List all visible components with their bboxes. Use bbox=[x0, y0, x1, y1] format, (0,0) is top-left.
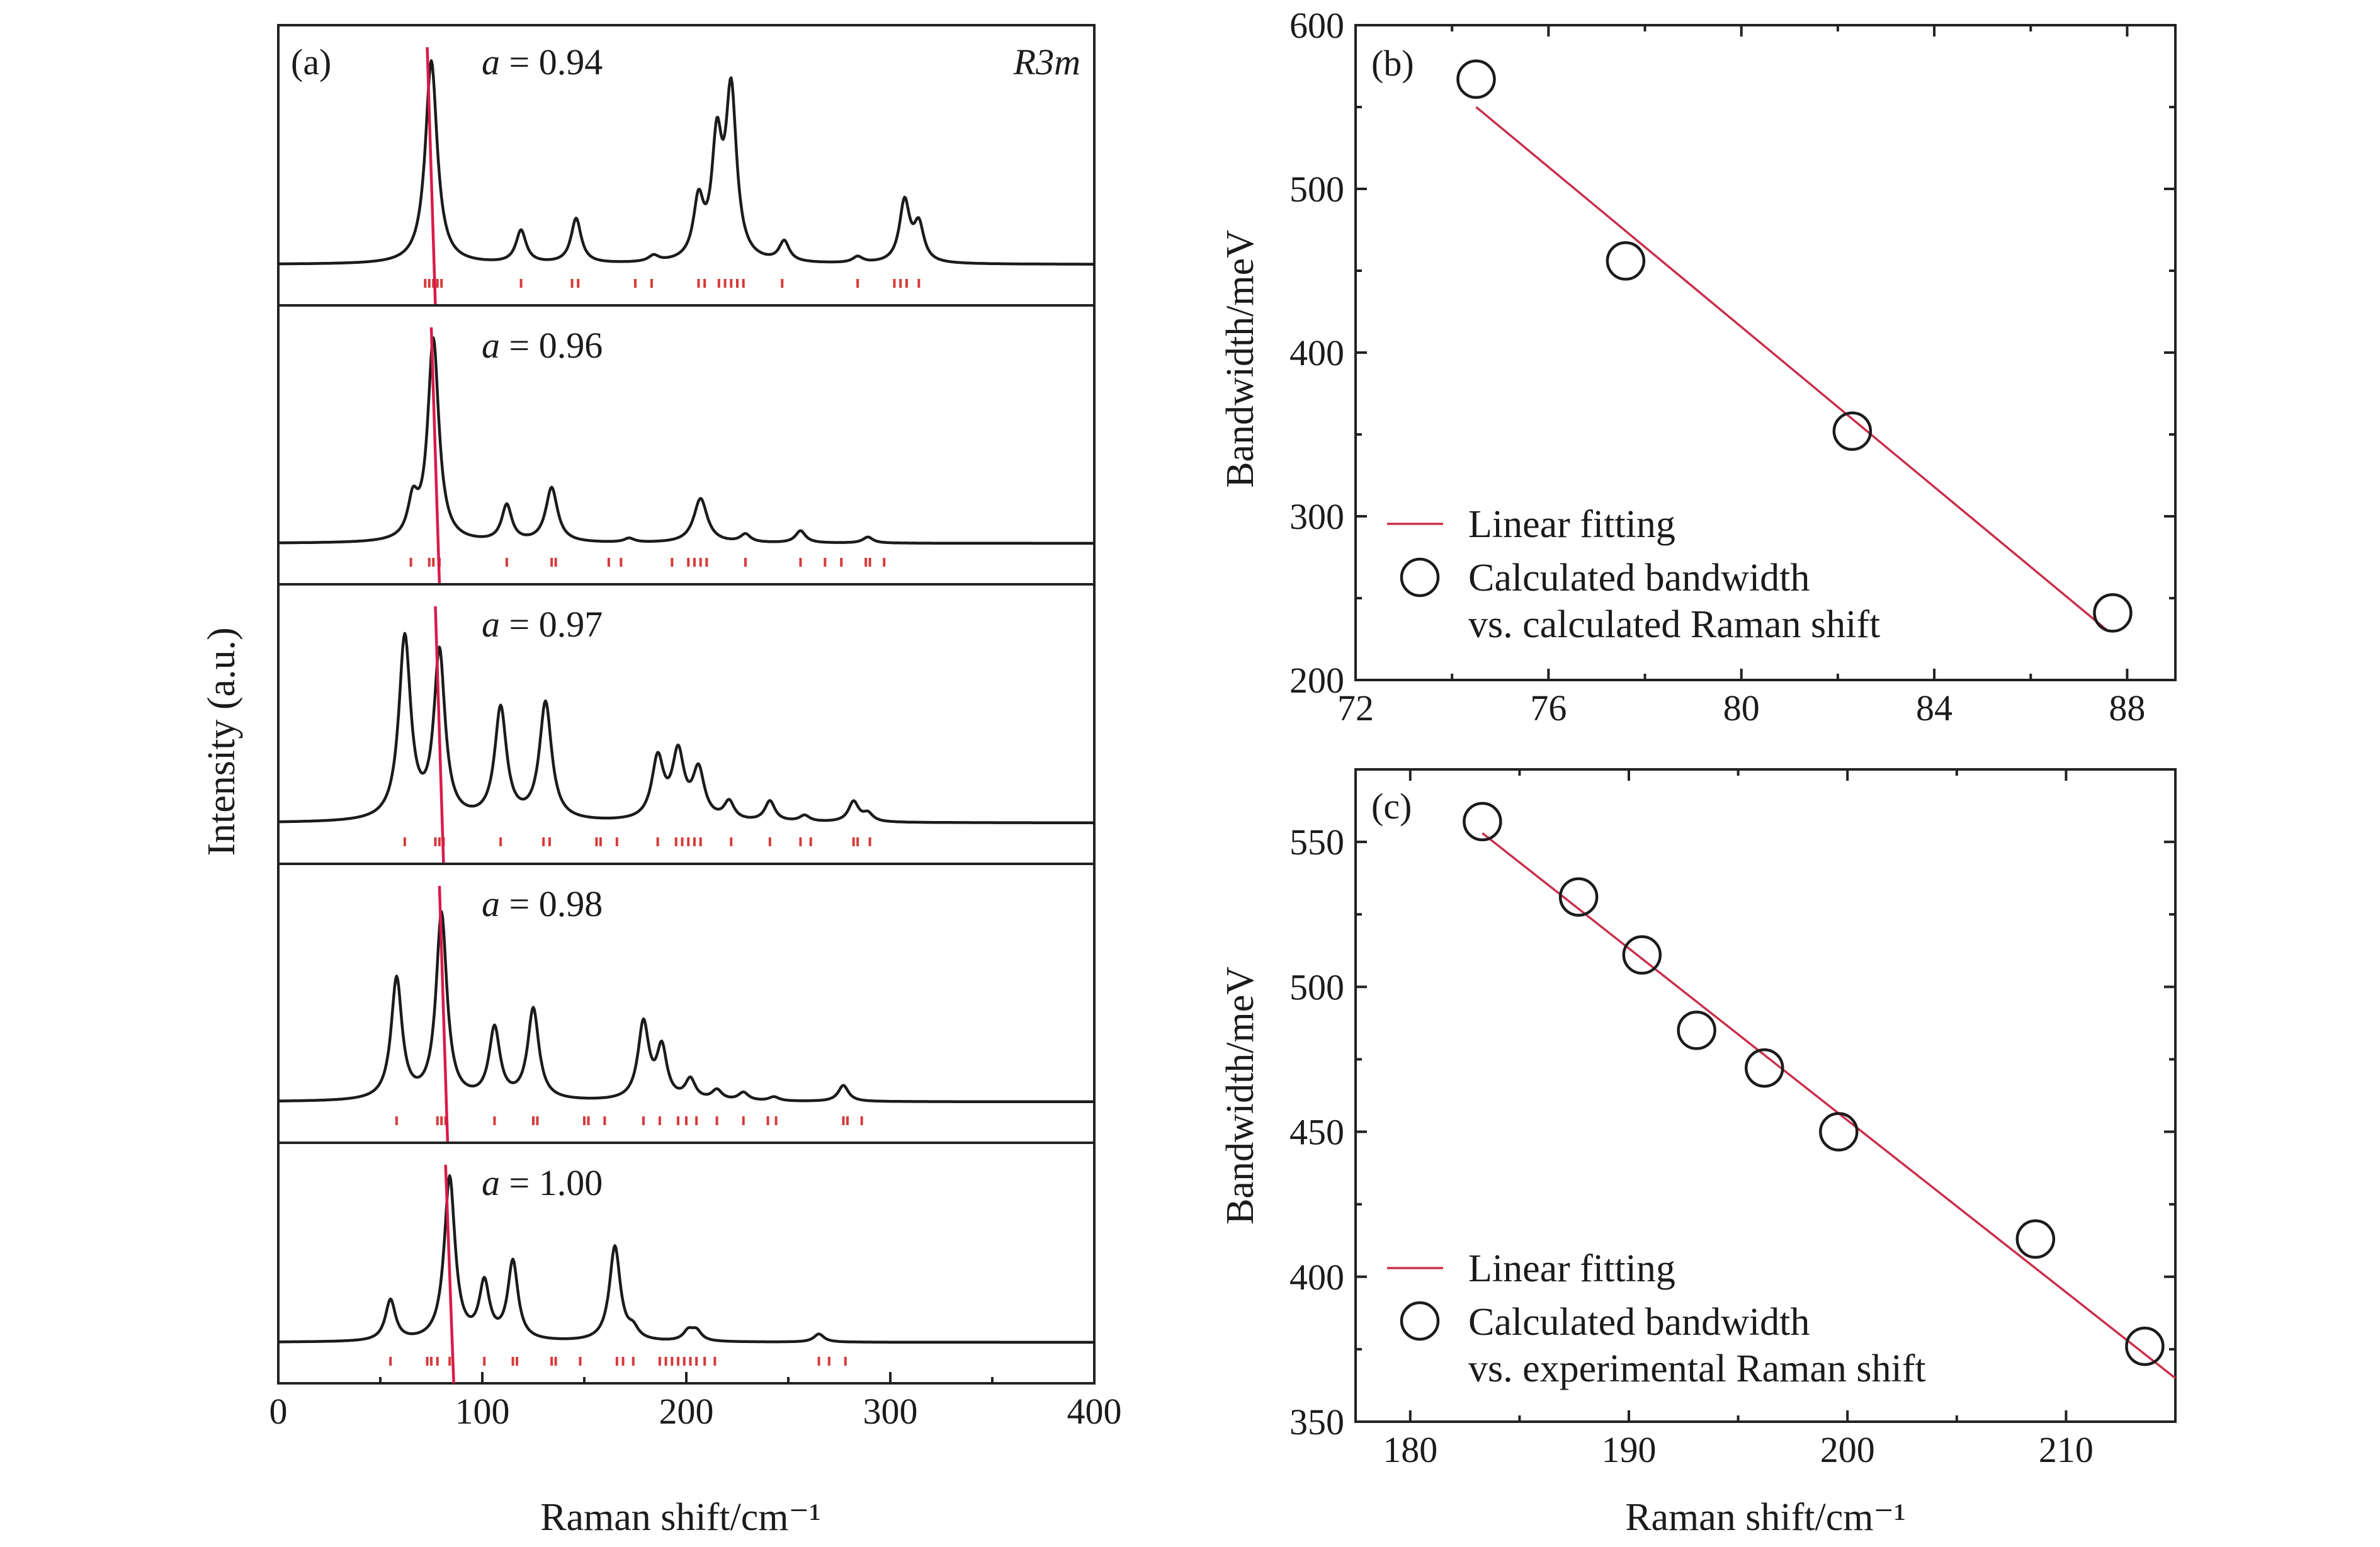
panel-c-frame bbox=[1354, 768, 2177, 1423]
y-tick-label: 350 bbox=[1289, 1402, 1344, 1442]
panel-b-legend: Linear fitting Calculated bandwidth vs. … bbox=[1387, 503, 1880, 646]
data-point bbox=[1677, 1011, 1716, 1050]
legend-point-marker bbox=[1400, 1301, 1440, 1341]
x-tick-label: 76 bbox=[1530, 688, 1567, 728]
a-value-label: a = 0.97 bbox=[482, 604, 603, 645]
legend-point-label-1: Calculated bandwidth bbox=[1468, 557, 1810, 599]
panel-b-fit-line bbox=[1475, 106, 2109, 632]
main-peak-shift-line bbox=[438, 885, 450, 1143]
panel-c-tag: (c) bbox=[1371, 786, 1412, 827]
spectrum-panel: a = 0.97 bbox=[277, 583, 1096, 865]
panel-a-xlabel: Raman shift/cm⁻¹ bbox=[540, 1496, 821, 1539]
spectrum-line bbox=[278, 910, 1095, 1104]
x-tick-label: 72 bbox=[1337, 688, 1374, 728]
spectrum-panel-frame bbox=[277, 1142, 1096, 1385]
panel-a-tag: (a) bbox=[291, 42, 331, 82]
panel-a-ylabel: Intensity (a.u.) bbox=[200, 627, 243, 856]
y-tick-label: 550 bbox=[1289, 822, 1344, 863]
data-point bbox=[1622, 935, 1662, 975]
main-peak-shift-line bbox=[444, 1164, 455, 1384]
x-tick-label: 400 bbox=[1067, 1391, 1122, 1432]
x-tick-label: 180 bbox=[1383, 1429, 1437, 1470]
data-point bbox=[2093, 593, 2133, 633]
y-tick-label: 500 bbox=[1289, 966, 1344, 1007]
legend-point-marker bbox=[1400, 557, 1440, 598]
spectrum-line bbox=[278, 1174, 1095, 1344]
legend-fit-label: Linear fitting bbox=[1468, 1247, 1675, 1290]
panel-b-tag: (b) bbox=[1371, 43, 1414, 84]
main-peak-shift-line bbox=[429, 327, 441, 585]
y-tick-label: 450 bbox=[1289, 1112, 1344, 1153]
data-point bbox=[1606, 241, 1646, 281]
data-point bbox=[1832, 411, 1873, 451]
panel-c-axes: 180 190 200 210 350 400 450 500 550 bbox=[1289, 769, 2175, 1470]
legend-fit-label: Linear fitting bbox=[1468, 503, 1675, 546]
panel-c: 180 190 200 210 350 400 450 500 550 (c) Bandwidt… bbox=[1219, 768, 2177, 1539]
y-tick-label: 400 bbox=[1289, 1257, 1344, 1298]
data-point bbox=[1463, 802, 1502, 842]
x-tick-label: 0 bbox=[269, 1391, 288, 1432]
x-tick-label: 84 bbox=[1916, 688, 1952, 728]
data-point bbox=[1558, 877, 1599, 917]
spectrum-panel: a = 0.96 bbox=[277, 304, 1096, 586]
main-peak-shift-line bbox=[434, 606, 445, 864]
legend-point-label-1: Calculated bandwidth bbox=[1468, 1301, 1810, 1344]
y-tick-label: 300 bbox=[1289, 496, 1344, 537]
x-tick-label: 80 bbox=[1723, 688, 1760, 728]
data-point bbox=[1456, 59, 1496, 99]
legend-point-label-2: vs. calculated Raman shift bbox=[1468, 603, 1880, 646]
x-tick-label: 200 bbox=[659, 1391, 714, 1432]
legend-point-label-2: vs. experimental Raman shift bbox=[1468, 1347, 1926, 1390]
x-tick-label: 300 bbox=[863, 1391, 918, 1432]
panel-c-points bbox=[1463, 802, 2165, 1366]
a-value-label: a = 0.94 bbox=[482, 42, 603, 82]
x-tick-label: 210 bbox=[2039, 1429, 2094, 1470]
data-point bbox=[2125, 1327, 2165, 1366]
spectrum-panel: a = 0.98 bbox=[277, 863, 1096, 1144]
y-tick-label: 500 bbox=[1289, 169, 1344, 210]
panel-b: 72 76 80 84 88 200 300 400 500 600 (b) Bandwidth/… bbox=[1219, 5, 2177, 728]
panel-c-ylabel: Bandwidth/meV bbox=[1219, 966, 1262, 1225]
spectra-stack: a = 0.94 a = 0.96 a = 0.97 a = 0.98 a = 1.00 bbox=[277, 24, 1096, 1385]
panel-a: a = 0.94 a = 0.96 a = 0.97 a = 0.98 a = 1.00… bbox=[200, 24, 1122, 1539]
a-value-label: a = 0.98 bbox=[482, 883, 603, 924]
a-value-label: a = 1.00 bbox=[482, 1162, 603, 1203]
a-value-label: a = 0.96 bbox=[482, 325, 603, 366]
x-tick-label: 200 bbox=[1820, 1429, 1875, 1470]
panel-c-fit-line bbox=[1482, 832, 2177, 1380]
spectrum-line bbox=[278, 632, 1095, 824]
y-tick-label: 200 bbox=[1289, 660, 1344, 701]
spectrum-line bbox=[278, 336, 1095, 545]
panel-a-x-axis: 0 100 200 300 400 bbox=[269, 1372, 1122, 1432]
panel-b-ylabel: Bandwidth/meV bbox=[1219, 230, 1262, 488]
x-tick-label: 88 bbox=[2109, 688, 2145, 728]
y-tick-label: 400 bbox=[1289, 332, 1344, 373]
spectrum-panel: a = 1.00 bbox=[277, 1142, 1096, 1385]
panel-b-points bbox=[1456, 59, 2133, 633]
panel-c-legend: Linear fitting Calculated bandwidth vs. … bbox=[1387, 1247, 1926, 1390]
x-tick-label: 100 bbox=[455, 1391, 510, 1432]
space-group-label: R3m bbox=[1013, 42, 1080, 82]
y-tick-label: 600 bbox=[1289, 5, 1344, 46]
spectrum-line bbox=[278, 59, 1095, 266]
data-point bbox=[1745, 1048, 1784, 1088]
panel-c-xlabel: Raman shift/cm⁻¹ bbox=[1625, 1496, 1906, 1539]
panel-b-axes: 72 76 80 84 88 200 300 400 500 600 bbox=[1289, 5, 2175, 728]
main-peak-shift-line bbox=[426, 47, 437, 306]
spectrum-panel: a = 0.94 bbox=[277, 24, 1096, 307]
data-point bbox=[1819, 1112, 1859, 1152]
x-tick-label: 190 bbox=[1602, 1429, 1657, 1470]
data-point bbox=[2015, 1219, 2056, 1259]
